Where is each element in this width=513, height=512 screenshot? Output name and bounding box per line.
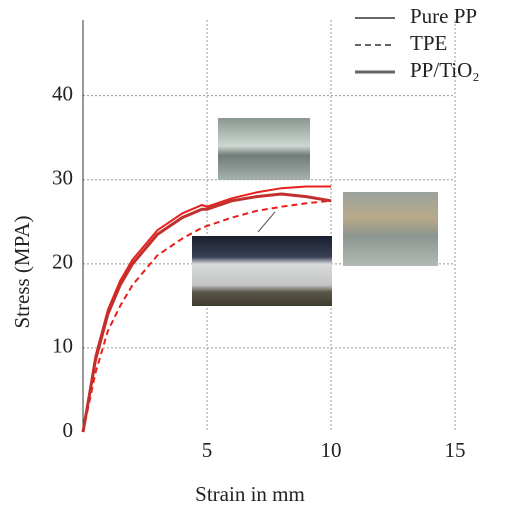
- inset-photo: [343, 192, 438, 266]
- y-tick-label: 30: [52, 166, 73, 190]
- x-axis-label: Strain in mm: [195, 482, 305, 506]
- y-tick-label: 20: [52, 250, 73, 274]
- y-axis-label: Stress (MPA): [10, 215, 34, 328]
- inset-photo: [218, 118, 310, 180]
- legend-label: TPE: [410, 31, 447, 55]
- x-tick-label: 5: [202, 438, 213, 462]
- x-tick-label: 15: [445, 438, 466, 462]
- legend-label: PP/TiO₂: [410, 58, 480, 82]
- x-tick-label: 10: [321, 438, 342, 462]
- series-line: [82, 185, 331, 433]
- y-tick-label: 10: [52, 334, 73, 358]
- y-tick-label: 40: [52, 81, 73, 105]
- series-line: [81, 192, 332, 433]
- series-line: [82, 199, 332, 433]
- pointer: [257, 211, 276, 233]
- legend-label: Pure PP: [410, 4, 477, 28]
- inset-photo: [192, 236, 332, 306]
- y-tick-label: 0: [63, 418, 74, 442]
